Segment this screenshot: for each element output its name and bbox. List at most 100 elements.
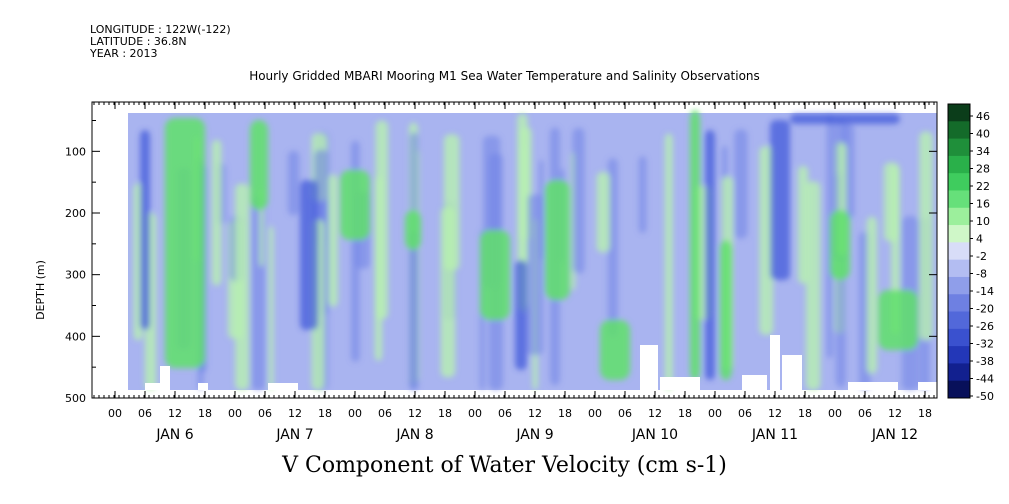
colorbar-label: 40 — [976, 128, 990, 141]
colorbar-label: -26 — [976, 320, 994, 333]
colorbar-band — [948, 104, 970, 122]
x-tick-label: 00 — [468, 407, 482, 420]
field-positive-patch — [340, 170, 370, 240]
x-day-label: JAN 10 — [631, 427, 678, 443]
x-tick-label: 18 — [678, 407, 692, 420]
x-tick-label: 18 — [438, 407, 452, 420]
missing-data-gap — [742, 375, 767, 390]
x-tick-label: 06 — [858, 407, 872, 420]
y-tick-label: 300 — [65, 269, 86, 282]
colorbar-band — [948, 190, 970, 209]
missing-data-gap — [848, 382, 898, 390]
missing-data-gap — [918, 382, 937, 390]
field-negative-patch — [705, 130, 715, 380]
x-day-label: JAN 12 — [871, 427, 918, 443]
missing-data-gap — [268, 383, 298, 390]
x-tick-label: 06 — [738, 407, 752, 420]
x-tick-label: 00 — [708, 407, 722, 420]
colorbar-band — [948, 138, 970, 157]
field-missing-data — [145, 335, 937, 390]
colorbar-band — [948, 363, 970, 382]
longitude-label: LONGITUDE : 122W(-122) — [90, 23, 231, 36]
colorbar-label: -50 — [976, 390, 994, 403]
field-streak — [826, 113, 833, 359]
field-negative-patch — [770, 120, 790, 280]
x-tick-label: 12 — [288, 407, 302, 420]
colorbar-band — [948, 328, 970, 347]
x-day-label: JAN 9 — [515, 427, 553, 443]
field-streak — [268, 225, 274, 390]
colorbar-label: -32 — [976, 338, 994, 351]
colorbar-band — [948, 380, 970, 399]
x-tick-label: 06 — [258, 407, 272, 420]
field-texture — [133, 110, 933, 391]
field-streak — [759, 146, 774, 335]
field-streak — [211, 139, 222, 286]
colorbar-band — [948, 173, 970, 191]
field-positive-patch — [690, 110, 700, 380]
field-positive-patch — [720, 240, 732, 380]
y-tick-label: 200 — [65, 207, 86, 220]
field-streak — [734, 129, 748, 239]
colorbar-label: 16 — [976, 198, 990, 211]
field-streak — [797, 165, 809, 284]
x-tick-label: 12 — [528, 407, 542, 420]
missing-data-gap — [160, 366, 170, 390]
x-tick-label: 06 — [378, 407, 392, 420]
x-tick-label: 06 — [138, 407, 152, 420]
colorbar-label: 22 — [976, 180, 990, 193]
x-tick-label: 06 — [498, 407, 512, 420]
field-streak — [664, 133, 673, 390]
missing-data-gap — [145, 383, 160, 390]
latitude-label: LATITUDE : 36.8N — [90, 35, 187, 48]
field-positive-patch — [250, 120, 268, 210]
y-tick-label: 500 — [65, 392, 86, 405]
colorbar-band — [948, 225, 970, 243]
heatmap-field — [128, 110, 937, 391]
x-tick-label: 12 — [408, 407, 422, 420]
field-streak — [328, 174, 338, 307]
field-negative-patch — [140, 130, 150, 330]
colorbar: 46 40 34 28 22 16 10 4 -2 -8 -14 -20 -26 -32 -38 -44 -50 — [947, 103, 994, 403]
colorbar-label: 46 — [976, 110, 990, 123]
missing-data-gap — [782, 355, 802, 390]
axes: 100 200 300 400 500 00 06 12 18 00 06 12 18 00 06 12 18 0… — [65, 101, 938, 443]
x-tick-label: 18 — [318, 407, 332, 420]
x-tick-label: 12 — [648, 407, 662, 420]
y-tick-label: 100 — [65, 145, 86, 158]
colorbar-label: -44 — [976, 373, 994, 386]
field-negative-patch — [790, 114, 900, 124]
colorbar-band — [948, 276, 970, 295]
colorbar-band — [948, 259, 970, 278]
colorbar-label: -2 — [976, 250, 987, 263]
x-day-label: JAN 8 — [395, 427, 433, 443]
missing-data-gap — [770, 335, 780, 390]
x-day-label: JAN 11 — [751, 427, 798, 443]
field-streak — [539, 159, 544, 261]
field-positive-patch — [878, 290, 918, 350]
field-streak — [572, 127, 585, 274]
colorbar-label: 28 — [976, 163, 990, 176]
colorbar-label: -8 — [976, 268, 987, 281]
field-streak — [607, 158, 618, 338]
colorbar-band — [948, 346, 970, 364]
x-day-label: JAN 7 — [275, 427, 313, 443]
x-tick-label: 00 — [228, 407, 242, 420]
x-tick-label: 00 — [588, 407, 602, 420]
colorbar-band — [948, 311, 970, 330]
colorbar-label: 4 — [976, 233, 983, 246]
field-positive-patch — [830, 210, 850, 280]
colorbar-band — [948, 121, 970, 140]
missing-data-gap — [660, 377, 700, 390]
field-streak — [883, 162, 900, 242]
field-streak — [638, 156, 647, 234]
chart-title: Hourly Gridded MBARI Mooring M1 Sea Wate… — [249, 69, 760, 83]
missing-data-gap — [198, 383, 208, 390]
x-tick-label: 00 — [348, 407, 362, 420]
colorbar-label: -38 — [976, 355, 994, 368]
y-axis-title: DEPTH (m) — [34, 260, 47, 320]
colorbar-band — [948, 294, 970, 313]
field-streak — [596, 171, 610, 253]
x-tick-label: 12 — [168, 407, 182, 420]
